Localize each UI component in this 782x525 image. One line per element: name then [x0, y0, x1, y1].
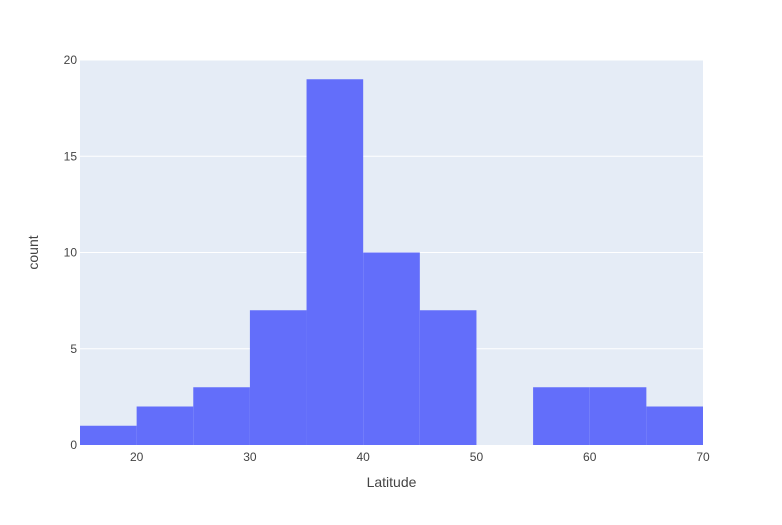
histogram-bar[interactable]	[589, 387, 647, 445]
histogram-bar[interactable]	[306, 79, 364, 445]
y-tick-label: 0	[70, 438, 77, 452]
y-tick-label: 20	[64, 53, 78, 67]
histogram-bar[interactable]	[363, 252, 420, 446]
y-axis-title: count	[25, 235, 41, 269]
x-tick-label: 50	[470, 450, 484, 464]
y-tick-label: 15	[64, 149, 78, 163]
y-tick-label: 5	[70, 342, 77, 356]
x-tick-label: 70	[696, 450, 710, 464]
x-tick-label: 40	[357, 450, 371, 464]
y-tick-label: 10	[64, 246, 78, 260]
x-tick-label: 20	[130, 450, 144, 464]
x-tick-labels: 20 30 40 50 60 70	[130, 450, 710, 464]
y-tick-labels: 0 5 10 15 20	[64, 53, 78, 452]
histogram-bar[interactable]	[249, 310, 307, 445]
histogram-bar[interactable]	[533, 387, 590, 445]
histogram-bar[interactable]	[80, 425, 137, 445]
histogram-bar[interactable]	[646, 406, 703, 446]
histogram-bar[interactable]	[136, 406, 194, 446]
histogram-bar[interactable]	[419, 310, 477, 445]
x-tick-label: 60	[583, 450, 597, 464]
histogram-bar[interactable]	[193, 387, 250, 445]
x-axis-title: Latitude	[367, 474, 417, 490]
bars-group	[80, 79, 703, 445]
x-tick-label: 30	[243, 450, 257, 464]
